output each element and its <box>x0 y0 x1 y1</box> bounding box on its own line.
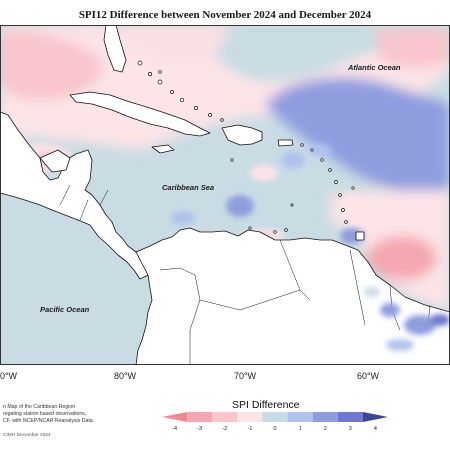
wet-patch-amazon-north <box>386 339 414 351</box>
legend-tick-label: 4 <box>374 426 377 432</box>
spi-field <box>0 25 450 365</box>
wet-patch-hispaniola <box>309 144 331 156</box>
spi-difference-map: Atlantic Ocean Caribbean Sea Pacific Oce… <box>0 25 450 365</box>
label-caribbean-sea: Caribbean Sea <box>162 183 214 192</box>
land-jamaica <box>151 144 175 154</box>
legend-swatch <box>187 412 213 422</box>
tick-70w: 70°W <box>233 371 257 381</box>
tick-80w: 80°W <box>113 371 137 381</box>
wet-patch-central-caribbean <box>226 195 254 217</box>
label-atlantic-ocean: Atlantic Ocean <box>347 63 401 72</box>
color-legend: -4 -3 -2 -1 0 1 2 3 4 <box>162 412 388 432</box>
land-south-america <box>135 227 450 365</box>
legend-tick-label: 0 <box>273 426 276 432</box>
land-hispaniola <box>221 124 263 146</box>
legend-swatch <box>362 412 388 422</box>
wet-patches-over-land <box>364 287 450 351</box>
land-florida <box>103 25 127 73</box>
dry-patch-caribbean <box>250 165 278 181</box>
land-trinidad <box>355 231 365 241</box>
land-masses <box>0 25 450 365</box>
dry-patch-antilles <box>340 194 364 222</box>
wet-band-atlantic <box>265 77 450 194</box>
legend-swatch <box>212 412 238 422</box>
land-yucatan-tip <box>39 149 71 173</box>
tick-60w: 60°W <box>356 371 380 381</box>
tick-90w: 90°W <box>0 371 18 381</box>
legend-tick-label: 2 <box>324 426 327 432</box>
wet-patch-guianas-3 <box>430 314 450 326</box>
wet-patch-guianas-2 <box>404 315 436 335</box>
legend-title: SPI Difference <box>232 399 300 411</box>
credit-text: CIMH December 2024 <box>3 433 51 438</box>
land-central-america <box>0 111 149 280</box>
legend-tick-label: -3 <box>197 426 202 432</box>
legend-swatch <box>162 412 188 422</box>
dry-zone-northwest-strip <box>100 25 230 66</box>
legend-swatch <box>237 412 263 422</box>
footnote-line-2: regating station based observations, <box>3 411 87 417</box>
map-title: SPI12 Difference between November 2024 a… <box>78 9 372 21</box>
land-cuba <box>69 91 211 137</box>
legend-swatch <box>337 412 363 422</box>
legend-tick-label: -2 <box>222 426 227 432</box>
footnote-line-1: n Map of the Caribbean Region <box>3 404 76 410</box>
country-borders <box>59 184 431 365</box>
dry-core-southeast <box>367 236 437 280</box>
legend-tick-label: -4 <box>172 426 177 432</box>
land-puerto-rico <box>277 139 294 147</box>
ocean-labels: Atlantic Ocean Caribbean Sea Pacific Oce… <box>40 63 401 314</box>
legend-swatch <box>312 412 338 422</box>
dry-core-northeast <box>375 28 450 68</box>
wet-patch-guianas-1 <box>380 303 400 317</box>
legend-tick-label: 1 <box>299 426 302 432</box>
wet-patch-west-caribbean <box>171 211 195 225</box>
legend-tick-label: -1 <box>247 426 252 432</box>
legend-swatch <box>287 412 313 422</box>
legend-swatch <box>262 412 288 422</box>
label-pacific-ocean: Pacific Ocean <box>40 305 90 314</box>
small-islands <box>137 60 355 234</box>
wet-patch-cuba-east <box>281 151 305 169</box>
dry-core-northwest <box>0 30 102 100</box>
wet-patch-venezuela <box>364 287 380 297</box>
legend-tick-label: 3 <box>349 426 352 432</box>
footnote-line-3: CF, with NCEP/NCAR Reanalysis Data. <box>3 418 95 424</box>
